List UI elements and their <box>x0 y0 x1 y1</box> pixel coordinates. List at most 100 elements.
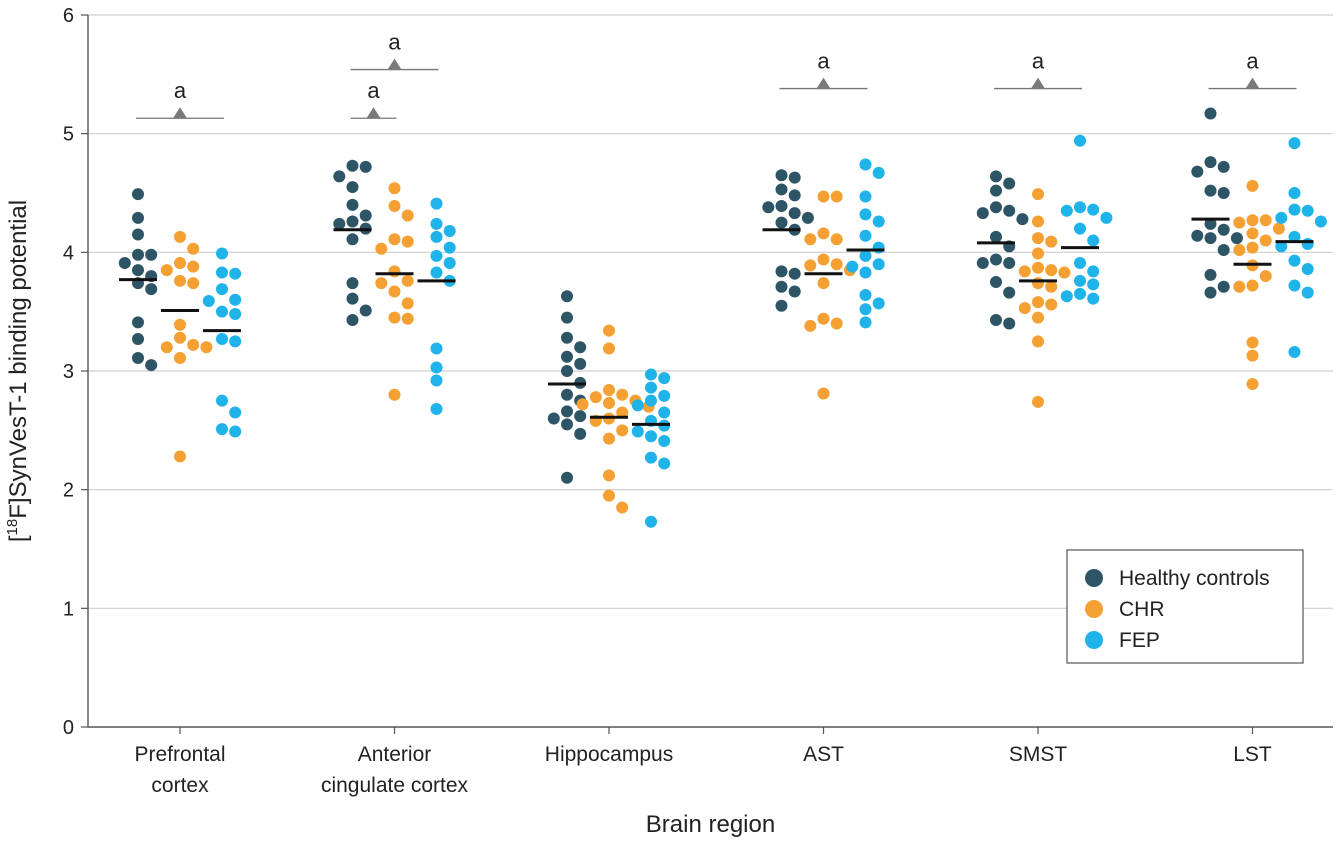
data-point-chr <box>817 253 830 266</box>
data-point-chr <box>401 274 414 287</box>
legend-swatch-hc <box>1085 569 1103 587</box>
data-point-fep <box>430 374 443 387</box>
data-point-fep <box>202 294 215 307</box>
data-point-fep <box>872 241 885 254</box>
data-point-hc <box>547 412 560 425</box>
data-point-fep <box>443 224 456 237</box>
data-point-chr <box>804 259 817 272</box>
data-point-fep <box>1288 137 1301 150</box>
data-point-chr <box>1032 232 1044 245</box>
data-point-chr <box>174 351 186 364</box>
data-point-hc <box>561 365 573 377</box>
data-point-fep <box>1301 204 1314 217</box>
data-point-hc <box>990 201 1002 214</box>
data-point-fep <box>631 399 644 412</box>
data-point-chr <box>401 297 414 310</box>
mean-bars <box>119 217 1314 426</box>
data-point-fep <box>1288 203 1301 216</box>
data-point-hc <box>788 189 801 202</box>
y-tick-labels: 0 1 2 3 4 5 6 <box>63 5 88 739</box>
data-point-chr <box>1246 241 1259 254</box>
data-point-hc <box>788 267 801 280</box>
data-point-hc <box>990 313 1002 326</box>
data-point-hc <box>976 207 989 220</box>
data-point-chr <box>401 209 414 222</box>
data-point-hc <box>561 418 573 431</box>
data-point-hc <box>1191 229 1204 242</box>
data-point-hc <box>132 211 144 224</box>
data-point-fep <box>229 425 242 438</box>
data-point-fep <box>1275 211 1288 224</box>
data-point-hc <box>359 209 372 222</box>
data-point-chr <box>1032 311 1044 324</box>
data-point-chr <box>388 233 401 246</box>
data-point-chr <box>388 285 401 298</box>
data-point-hc <box>1191 165 1204 178</box>
x-category-label: Prefrontal <box>134 743 225 766</box>
data-point-fep <box>645 381 657 394</box>
data-point-fep <box>430 249 443 262</box>
data-point-hc <box>1230 232 1243 245</box>
data-point-chr <box>603 324 615 337</box>
data-point-fep <box>430 266 443 279</box>
data-point-hc <box>561 388 573 401</box>
data-point-hc <box>333 170 346 183</box>
data-point-chr <box>187 338 200 351</box>
data-point-chr <box>174 331 186 344</box>
data-point-hc <box>1217 223 1230 236</box>
data-point-chr <box>1045 235 1058 248</box>
data-point-hc <box>574 410 587 423</box>
data-point-hc <box>788 285 801 298</box>
data-point-fep <box>859 249 872 262</box>
data-point-fep <box>1087 203 1100 216</box>
data-point-chr <box>1272 222 1285 235</box>
data-point-chr <box>1246 179 1259 192</box>
data-point-fep <box>1288 279 1301 292</box>
data-point-chr <box>174 318 186 331</box>
data-point-fep <box>658 435 671 448</box>
data-point-chr <box>375 242 388 255</box>
data-points <box>118 107 1327 528</box>
data-point-chr <box>1246 349 1259 362</box>
data-point-fep <box>859 229 872 242</box>
data-point-hc <box>1204 156 1217 169</box>
data-point-fep <box>859 190 872 203</box>
legend-label: CHR <box>1119 598 1165 621</box>
data-point-fep <box>1301 286 1314 299</box>
data-point-hc <box>118 257 131 270</box>
data-point-chr <box>1032 296 1044 309</box>
x-axis-title: Brain region <box>646 811 775 838</box>
data-point-fep <box>859 289 872 302</box>
data-point-hc <box>132 248 144 261</box>
data-point-fep <box>658 457 671 470</box>
data-point-hc <box>1003 257 1016 270</box>
data-point-fep <box>1288 230 1301 243</box>
data-point-hc <box>346 233 359 246</box>
data-point-hc <box>775 169 788 182</box>
data-point-chr <box>388 182 401 195</box>
data-point-fep <box>443 241 456 254</box>
data-point-chr <box>1246 378 1259 391</box>
data-point-chr <box>1246 214 1259 227</box>
data-point-fep <box>859 303 872 316</box>
legend-swatch-fep <box>1085 631 1103 649</box>
data-point-chr <box>388 200 401 213</box>
data-point-fep <box>216 247 228 260</box>
data-point-hc <box>801 211 814 224</box>
data-point-chr <box>603 432 615 445</box>
data-point-fep <box>859 208 872 221</box>
data-point-fep <box>631 425 644 438</box>
data-point-chr <box>616 424 629 437</box>
data-point-fep <box>443 257 456 270</box>
data-point-fep <box>1301 262 1314 275</box>
data-point-chr <box>830 317 843 330</box>
data-point-fep <box>859 316 872 329</box>
data-point-chr <box>1018 265 1031 278</box>
data-point-hc <box>775 280 788 293</box>
data-point-chr <box>817 227 830 240</box>
data-point-hc <box>775 299 788 312</box>
data-point-hc <box>1217 187 1230 199</box>
data-point-fep <box>872 166 885 179</box>
data-point-chr <box>174 274 186 287</box>
